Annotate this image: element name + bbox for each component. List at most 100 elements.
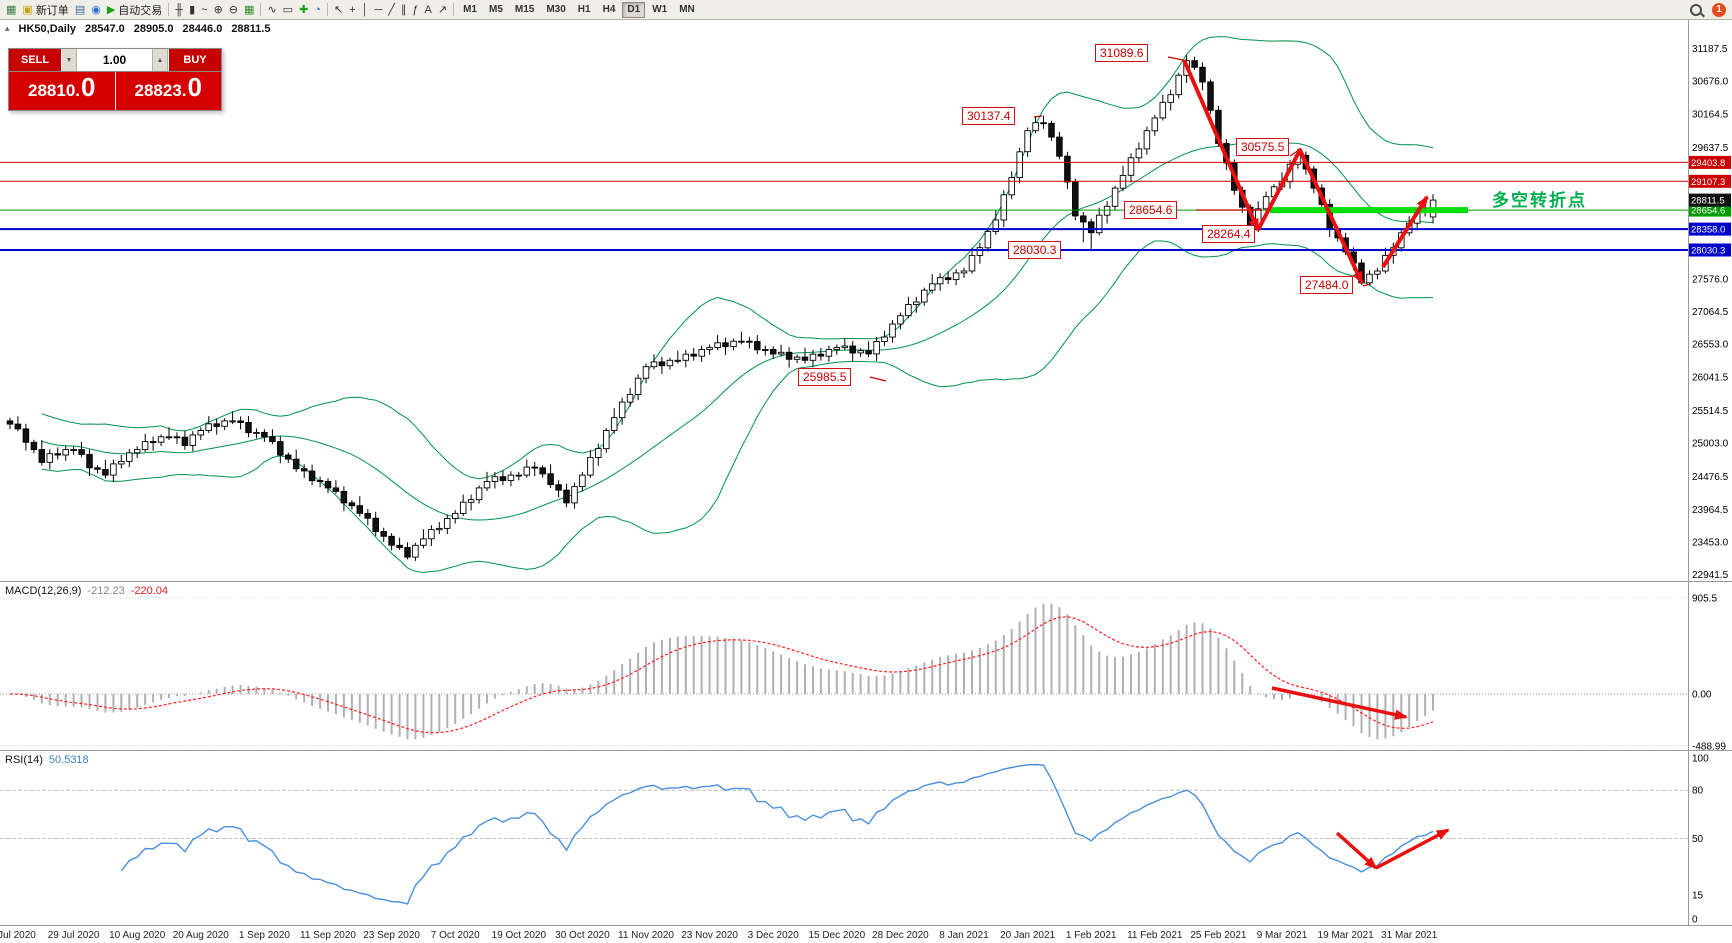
price-annotation[interactable]: 30575.5: [1236, 138, 1290, 156]
crosshair-button[interactable]: +: [346, 1, 358, 19]
price-annotation[interactable]: 31089.6: [1095, 44, 1149, 62]
rsi-trend-arrow[interactable]: [1375, 828, 1450, 870]
toolbar-separator: [453, 3, 455, 16]
indicator-list-button[interactable]: ▭: [280, 1, 296, 19]
indicators-button[interactable]: ∿: [264, 1, 279, 19]
macd-trend-arrow[interactable]: [1271, 686, 1408, 720]
timeframe-m5-button[interactable]: M5: [488, 3, 503, 15]
price-annotation[interactable]: 27484.0: [1300, 276, 1354, 294]
timeframe-mn-button[interactable]: MN: [679, 3, 695, 15]
candle: [960, 270, 968, 274]
candle: [1127, 157, 1135, 176]
vertical-line-button[interactable]: │: [359, 1, 372, 19]
alerts-button[interactable]: ◉: [88, 1, 104, 19]
candle: [277, 441, 284, 456]
timeframe-m15-button[interactable]: M15: [514, 3, 535, 15]
rsi-axis[interactable]: 100 80 50 15 0: [1692, 754, 1709, 926]
fibonacci-button[interactable]: ƒ: [409, 1, 421, 19]
candle: [754, 341, 761, 351]
candle: [1008, 177, 1015, 196]
grid-button[interactable]: ▦: [241, 1, 257, 19]
search-icon[interactable]: [1690, 3, 1702, 16]
one-click-panel-toggle-icon[interactable]: ▴: [5, 23, 10, 33]
trend-arrow[interactable]: [1182, 59, 1260, 232]
trendline-button[interactable]: ╱: [385, 1, 398, 19]
annotation-note-text[interactable]: 多空转折点: [1492, 191, 1587, 210]
timeframe-w1-button[interactable]: W1: [652, 3, 668, 15]
candle: [284, 454, 292, 460]
timeframe-d1-button[interactable]: D1: [622, 1, 646, 18]
candle: [587, 457, 594, 476]
timeframe-h4-button[interactable]: H4: [602, 3, 616, 15]
rsi-trend-arrow[interactable]: [1335, 831, 1378, 870]
bar-chart-button[interactable]: ╫: [172, 1, 186, 19]
new-order-button[interactable]: ▣ 新订单: [19, 1, 71, 19]
candle: [666, 359, 674, 367]
svg-text:28358.0: 28358.0: [1691, 225, 1725, 236]
notification-badge[interactable]: 1: [1712, 2, 1726, 17]
trend-arrow[interactable]: [1256, 148, 1364, 285]
toolbar-separator: [326, 3, 328, 16]
candle: [46, 453, 54, 463]
timeframe-m30-button[interactable]: M30: [546, 3, 566, 15]
candle: [451, 512, 459, 519]
pane-separators[interactable]: [0, 20, 1732, 926]
bollinger-middle-band: [41, 141, 1434, 521]
time-axis[interactable]: 17 Jul 2020 29 Jul 2020 10 Aug 2020 20 Aug …: [0, 930, 1438, 941]
candle: [316, 480, 324, 482]
price-annotation[interactable]: 25985.5: [798, 368, 852, 386]
sell-price-box[interactable]: 28810. 0: [9, 72, 116, 110]
price-annotation[interactable]: 28264.4: [1202, 225, 1256, 243]
timeframe-h1-button[interactable]: H1: [577, 3, 591, 15]
candle: [118, 460, 125, 465]
volume-up-button[interactable]: ▲: [153, 49, 168, 71]
svg-text:29637.5: 29637.5: [1692, 143, 1729, 154]
timeframe-m1-button[interactable]: M1: [463, 3, 477, 15]
charts-button[interactable]: ▦: [3, 1, 19, 19]
sell-button[interactable]: SELL: [9, 49, 62, 71]
axis-price-badge: 28030.3: [1689, 243, 1731, 257]
candle: [364, 512, 371, 519]
price-axis[interactable]: 31187.5 30676.0 30164.5 29637.5 27576.0 27064…: [1692, 44, 1729, 581]
zoom-out-button[interactable]: ⊖: [226, 1, 241, 19]
buy-button[interactable]: BUY: [168, 49, 221, 71]
price-annotation[interactable]: 30137.4: [962, 107, 1016, 125]
candle: [555, 484, 562, 491]
trend-arrow[interactable]: [1381, 195, 1429, 269]
macd-axis[interactable]: 905.5 0.00 -488.99: [1692, 594, 1726, 753]
svg-text:29 Jul 2020: 29 Jul 2020: [48, 930, 100, 941]
svg-text:30164.5: 30164.5: [1692, 109, 1729, 120]
text-label-button[interactable]: A: [422, 1, 435, 19]
alerts-icon: ◉: [91, 3, 101, 16]
candle: [762, 349, 769, 351]
candle: [404, 547, 411, 558]
arrow-objects-button[interactable]: ↗: [435, 1, 450, 19]
channel-button[interactable]: ∥: [398, 1, 410, 19]
horizontal-line-button[interactable]: ─: [371, 1, 385, 19]
volume-input[interactable]: [77, 49, 153, 71]
toolbar-separator: [260, 3, 262, 16]
svg-text:23 Sep 2020: 23 Sep 2020: [363, 930, 420, 941]
candlestick-chart-button[interactable]: ▮: [186, 1, 198, 19]
candle: [626, 393, 634, 403]
volume-down-button[interactable]: ▼: [62, 49, 77, 71]
buy-price-box[interactable]: 28823. 0: [115, 72, 221, 110]
add-indicator-button[interactable]: ✚: [296, 1, 311, 19]
cursor-button[interactable]: ↖: [331, 1, 346, 19]
svg-text:905.5: 905.5: [1692, 594, 1717, 605]
chart-profiles-button[interactable]: ▤: [72, 1, 88, 19]
symbol-ohlc-label: ▴ HK50,Daily 28547.0 28905.0 28446.0 288…: [5, 23, 270, 35]
line-chart-button[interactable]: ~: [198, 1, 210, 19]
price-annotation[interactable]: 28030.3: [1008, 241, 1062, 259]
price-annotation[interactable]: 28654.6: [1124, 201, 1178, 219]
candle: [777, 351, 785, 355]
svg-text:9 Mar 2021: 9 Mar 2021: [1257, 930, 1308, 941]
vertical-line-icon: │: [361, 3, 369, 16]
candle: [642, 366, 650, 379]
auto-trading-button[interactable]: ▶ 自动交易: [104, 1, 165, 19]
periods-button[interactable]: ◔: [311, 1, 324, 19]
zoom-in-button[interactable]: ⊕: [211, 1, 226, 19]
candle: [499, 476, 507, 481]
